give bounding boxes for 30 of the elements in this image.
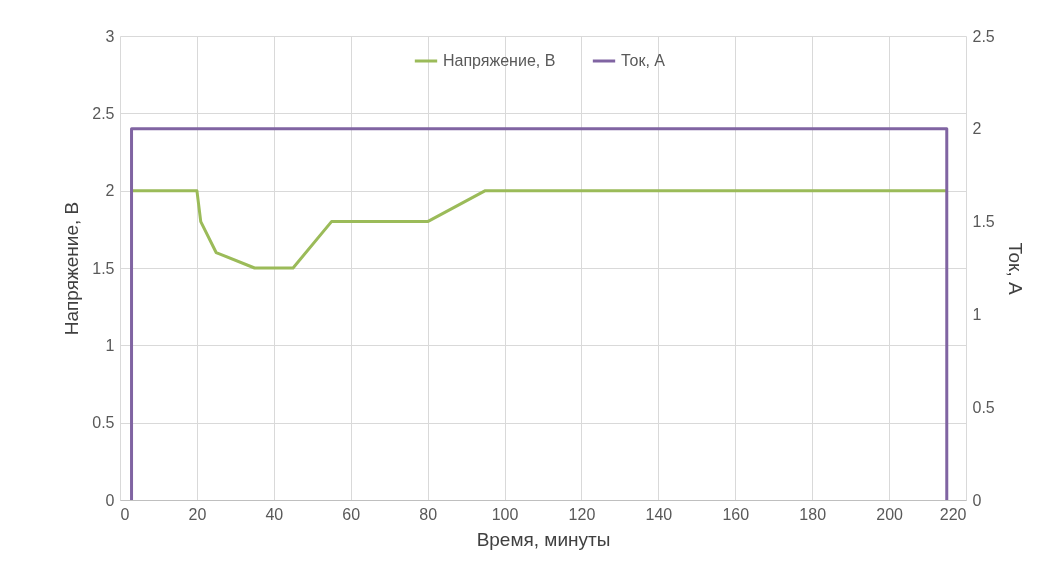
legend-label: Напряжение, В bbox=[443, 52, 556, 69]
y2-tick-label: 0 bbox=[972, 491, 982, 509]
y-tick-label: 1 bbox=[105, 336, 115, 354]
y2-tick-label: 1 bbox=[972, 305, 982, 323]
y2-tick-label: 2.5 bbox=[972, 27, 995, 45]
x-tick-label: 40 bbox=[265, 505, 284, 523]
y2-tick-label: 2 bbox=[972, 120, 982, 138]
x-tick-label: 140 bbox=[645, 505, 673, 523]
legend-label: Ток, А bbox=[621, 52, 666, 69]
x-tick-label: 200 bbox=[876, 505, 904, 523]
x-tick-label: 60 bbox=[342, 505, 361, 523]
y-tick-label: 3 bbox=[105, 27, 115, 45]
y2-tick-label: 0.5 bbox=[972, 398, 995, 416]
x-tick-label: 80 bbox=[419, 505, 438, 523]
x-axis-title: Время, минуты bbox=[476, 528, 611, 550]
x-tick-label: 100 bbox=[491, 505, 519, 523]
x-tick-label: 0 bbox=[120, 505, 130, 523]
x-tick-label: 160 bbox=[722, 505, 750, 523]
y-tick-label: 2.5 bbox=[92, 104, 115, 122]
y2-axis-title: Ток, А bbox=[1004, 242, 1026, 295]
x-tick-label: 120 bbox=[568, 505, 596, 523]
y-tick-label: 0.5 bbox=[92, 414, 115, 432]
y-tick-label: 2 bbox=[105, 182, 115, 200]
y-tick-label: 1.5 bbox=[92, 259, 115, 277]
x-tick-label: 20 bbox=[188, 505, 207, 523]
y-tick-label: 0 bbox=[105, 491, 115, 509]
x-tick-label: 180 bbox=[799, 505, 827, 523]
x-tick-label: 220 bbox=[939, 505, 967, 523]
y-axis-title: Напряжение, В bbox=[61, 201, 83, 336]
y2-tick-label: 1.5 bbox=[972, 213, 995, 231]
